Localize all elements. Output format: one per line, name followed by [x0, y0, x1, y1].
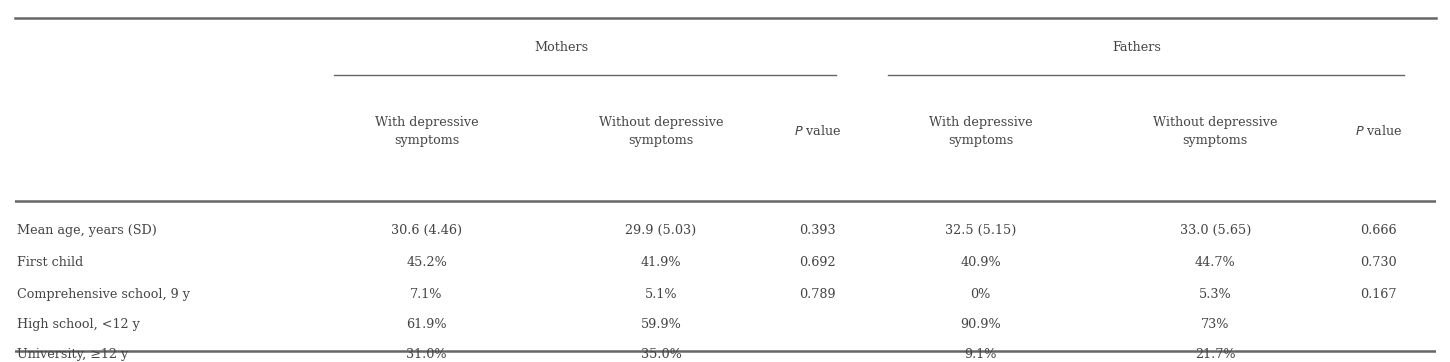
Text: With depressive
symptoms: With depressive symptoms — [929, 116, 1032, 147]
Text: Without depressive
symptoms: Without depressive symptoms — [1153, 116, 1277, 147]
Text: 0.789: 0.789 — [799, 288, 835, 301]
Text: $P$ value: $P$ value — [793, 124, 841, 138]
Text: Comprehensive school, 9 y: Comprehensive school, 9 y — [17, 288, 190, 301]
Text: 9.1%: 9.1% — [964, 348, 998, 361]
Text: 0%: 0% — [970, 288, 990, 301]
Text: Mean age, years (SD): Mean age, years (SD) — [17, 224, 157, 237]
Text: 0.692: 0.692 — [799, 256, 835, 269]
Text: Fathers: Fathers — [1112, 42, 1161, 54]
Text: 45.2%: 45.2% — [406, 256, 447, 269]
Text: University, ≥12 y: University, ≥12 y — [17, 348, 129, 361]
Text: First child: First child — [17, 256, 84, 269]
Text: 21.7%: 21.7% — [1195, 348, 1235, 361]
Text: 35.0%: 35.0% — [641, 348, 681, 361]
Text: 40.9%: 40.9% — [960, 256, 1000, 269]
Text: Without depressive
symptoms: Without depressive symptoms — [599, 116, 724, 147]
Text: Mothers: Mothers — [535, 42, 589, 54]
Text: $P$ value: $P$ value — [1354, 124, 1402, 138]
Text: 44.7%: 44.7% — [1195, 256, 1235, 269]
Text: 41.9%: 41.9% — [641, 256, 681, 269]
Text: 33.0 (5.65): 33.0 (5.65) — [1179, 224, 1251, 237]
Text: 0.167: 0.167 — [1360, 288, 1396, 301]
Text: 5.3%: 5.3% — [1199, 288, 1231, 301]
Text: 0.393: 0.393 — [799, 224, 835, 237]
Text: High school, <12 y: High school, <12 y — [17, 318, 141, 331]
Text: 90.9%: 90.9% — [960, 318, 1000, 331]
Text: With depressive
symptoms: With depressive symptoms — [374, 116, 478, 147]
Text: 0.730: 0.730 — [1360, 256, 1396, 269]
Text: 61.9%: 61.9% — [406, 318, 447, 331]
Text: 30.6 (4.46): 30.6 (4.46) — [392, 224, 463, 237]
Text: 29.9 (5.03): 29.9 (5.03) — [625, 224, 696, 237]
Text: 5.1%: 5.1% — [645, 288, 677, 301]
Text: 73%: 73% — [1201, 318, 1230, 331]
Text: 0.666: 0.666 — [1360, 224, 1396, 237]
Text: 31.0%: 31.0% — [406, 348, 447, 361]
Text: 32.5 (5.15): 32.5 (5.15) — [945, 224, 1016, 237]
Text: 59.9%: 59.9% — [641, 318, 681, 331]
Text: 7.1%: 7.1% — [410, 288, 442, 301]
